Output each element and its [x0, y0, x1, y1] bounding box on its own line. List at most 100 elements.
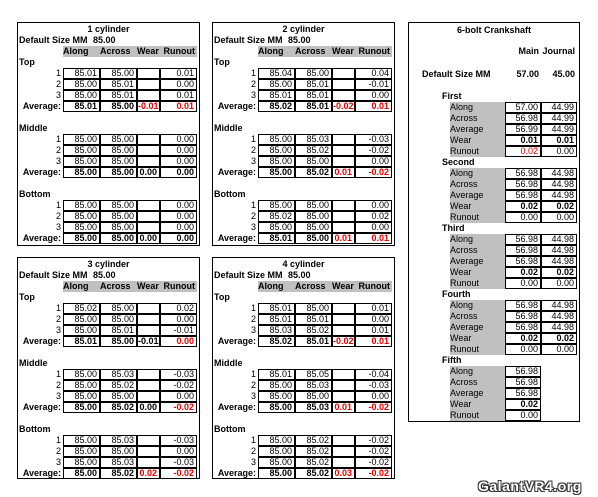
default-value: 57.00 [516, 69, 539, 79]
average-value: 85.02 [258, 336, 295, 347]
runout: 0.00 [355, 314, 392, 325]
across: 85.00 [295, 222, 332, 233]
wear-empty [332, 303, 355, 314]
row-label: Along [450, 102, 505, 113]
runout: 0.00 [160, 222, 197, 233]
crank-value: 44.99 [541, 124, 577, 135]
runout: 0.00 [160, 156, 197, 167]
across: 85.02 [295, 446, 332, 457]
runout: -0.04 [355, 369, 392, 380]
average-value: 85.01 [295, 336, 332, 347]
runout: -0.03 [160, 435, 197, 446]
runout: 0.02 [355, 211, 392, 222]
average-value: 85.00 [258, 402, 295, 413]
column-header: Along [258, 281, 284, 291]
average-value: 85.00 [63, 167, 100, 178]
column-header: Runout [358, 46, 391, 56]
across: 85.00 [295, 200, 332, 211]
across: 85.00 [100, 145, 137, 156]
row-label: Average [450, 256, 505, 267]
column-header: Along [63, 281, 89, 291]
column-header: Wear [137, 281, 159, 291]
average-value: 85.02 [295, 167, 332, 178]
average-value: 85.01 [295, 101, 332, 112]
row-label: Wear [450, 333, 505, 344]
average-label: Average: [217, 167, 256, 177]
column-header: Main [518, 46, 539, 56]
crank-value: 44.98 [541, 245, 577, 256]
crank-value: 44.98 [541, 311, 577, 322]
section-label: Fourth [442, 289, 471, 299]
crank-value: 56.98 [505, 322, 541, 333]
wear-empty [332, 156, 355, 167]
crank-value: 0.00 [505, 344, 541, 355]
column-header: Wear [332, 281, 354, 291]
panel-title: 2 cylinder [282, 24, 325, 34]
column-header: Wear [332, 46, 354, 56]
header-bg [63, 46, 197, 57]
runout: 0.04 [355, 68, 392, 79]
across: 85.01 [100, 325, 137, 336]
average-value: 0.00 [137, 167, 160, 178]
crank-value: 56.98 [505, 190, 541, 201]
row-number: 1 [250, 303, 256, 313]
average-value: 0.00 [160, 336, 197, 347]
along: 85.00 [63, 325, 100, 336]
row-number: 2 [55, 145, 61, 155]
average-value: -0.02 [332, 101, 355, 112]
crank-value: 0.02 [505, 399, 541, 410]
row-number: 1 [55, 68, 61, 78]
wear-empty [137, 134, 160, 145]
runout: -0.02 [160, 380, 197, 391]
average-value: 0.00 [137, 402, 160, 413]
average-label: Average: [217, 233, 256, 243]
across: 85.00 [100, 314, 137, 325]
default-label: Default Size MM [214, 270, 283, 280]
runout: 0.00 [160, 79, 197, 90]
section-label: Third [442, 223, 465, 233]
crank-value: 56.98 [505, 300, 541, 311]
section-label: Middle [214, 358, 243, 368]
across: 85.02 [100, 380, 137, 391]
across: 85.05 [295, 369, 332, 380]
section-label: Bottom [19, 189, 51, 199]
across: 85.03 [295, 380, 332, 391]
column-header: Wear [137, 46, 159, 56]
runout: -0.02 [355, 457, 392, 468]
average-label: Average: [22, 233, 61, 243]
wear-empty [332, 446, 355, 457]
row-number: 1 [55, 134, 61, 144]
wear-empty [137, 200, 160, 211]
crank-title: 6-bolt Crankshaft [456, 25, 531, 35]
column-header: Across [100, 46, 131, 56]
across: 85.03 [295, 134, 332, 145]
row-number: 2 [55, 446, 61, 456]
row-number: 3 [250, 156, 256, 166]
row-label: Runout [450, 278, 505, 289]
along: 85.00 [63, 156, 100, 167]
crank-value: 56.98 [505, 377, 541, 388]
average-label: Average: [217, 336, 256, 346]
across: 85.00 [100, 303, 137, 314]
across: 85.00 [100, 156, 137, 167]
section-label: Top [214, 57, 230, 67]
along: 85.00 [63, 457, 100, 468]
average-label: Average: [22, 101, 61, 111]
along: 85.00 [63, 314, 100, 325]
row-label: Average [450, 124, 505, 135]
wear-empty [332, 79, 355, 90]
row-label: Along [450, 168, 505, 179]
row-number: 3 [250, 222, 256, 232]
across: 85.02 [295, 145, 332, 156]
average-value: 85.00 [63, 233, 100, 244]
section-label: Middle [214, 123, 243, 133]
average-value: -0.02 [355, 167, 392, 178]
along: 85.02 [258, 211, 295, 222]
runout: -0.03 [160, 457, 197, 468]
wear-empty [137, 222, 160, 233]
section-label: Bottom [19, 424, 51, 434]
wear-empty [137, 156, 160, 167]
default-value: 85.00 [93, 270, 116, 280]
along: 85.01 [258, 369, 295, 380]
